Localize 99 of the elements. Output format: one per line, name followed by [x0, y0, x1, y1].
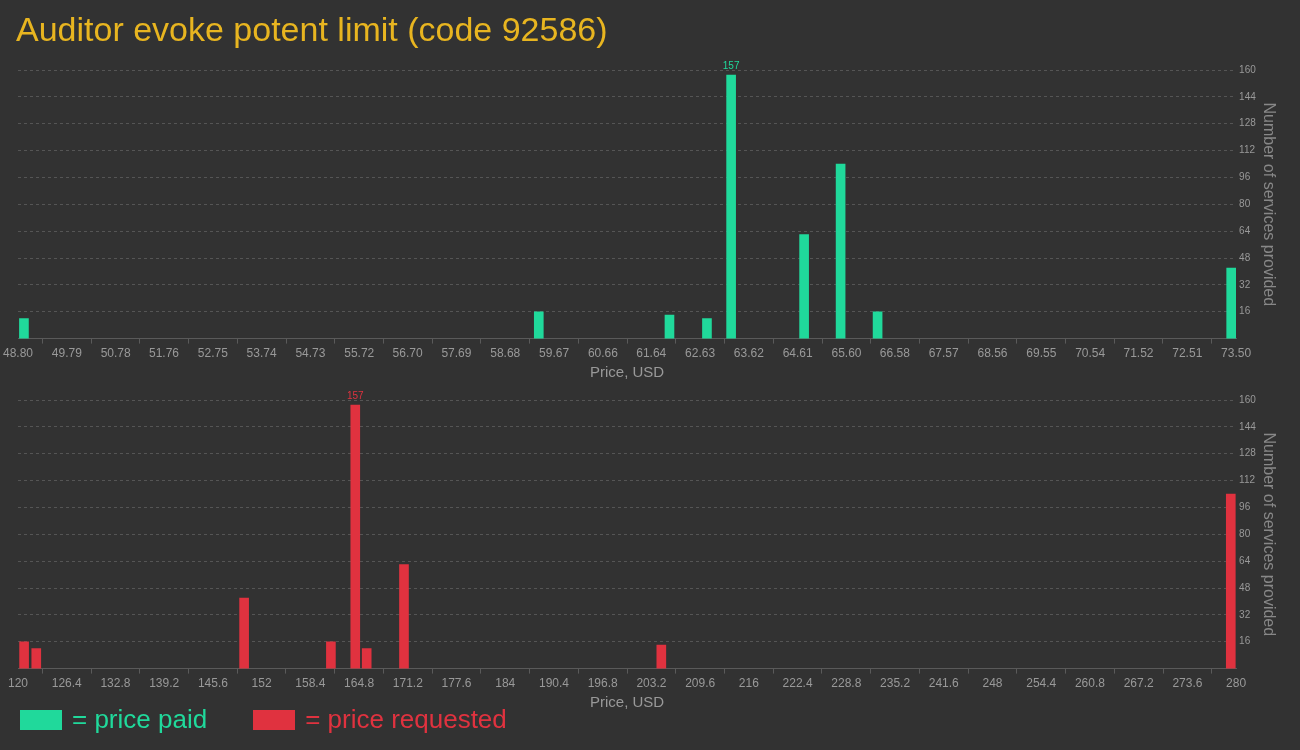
x-tick-label: 260.8 — [1074, 676, 1106, 691]
x-tick-label: 216 — [738, 676, 760, 691]
x-tick-label: 63.62 — [733, 346, 765, 361]
bar — [799, 234, 809, 339]
x-tick-label: 196.8 — [587, 676, 619, 691]
x-tick-label: 164.8 — [344, 676, 375, 691]
x-tick-label: 70.54 — [1075, 346, 1106, 361]
bar — [533, 311, 544, 339]
y-tick-label: 32 — [1239, 608, 1251, 620]
x-tick-label: 62.63 — [685, 346, 716, 361]
x-tick-label: 190.4 — [538, 676, 570, 691]
x-tick-label: 248 — [982, 676, 1003, 691]
bar — [326, 641, 336, 669]
y-axis-title: Number of services provided — [1260, 432, 1278, 637]
bar — [1226, 267, 1237, 339]
legend-label: = price paid — [72, 704, 208, 735]
x-tick-label: 64.61 — [782, 346, 814, 361]
x-tick-label: 254.4 — [1026, 676, 1057, 691]
x-tick-label: 67.57 — [928, 346, 960, 361]
y-tick-label: 48 — [1239, 251, 1251, 263]
x-tick-label: 66.58 — [879, 346, 911, 361]
x-tick-label: 132.8 — [100, 676, 131, 691]
x-tick-label: 203.2 — [636, 676, 667, 691]
y-tick-label: 128 — [1239, 447, 1257, 459]
x-axis-title: Price, USD — [589, 363, 665, 381]
y-tick-label: 16 — [1239, 635, 1251, 647]
bar — [19, 318, 29, 339]
x-tick-label: 57.69 — [441, 346, 472, 361]
y-tick-label: 112 — [1239, 474, 1256, 486]
x-tick-label: 58.68 — [490, 346, 521, 361]
x-tick-label: 60.66 — [587, 346, 619, 361]
x-tick-label: 228.8 — [831, 676, 862, 691]
y-tick-label: 112 — [1239, 144, 1256, 156]
x-tick-label: 177.6 — [441, 676, 472, 691]
y-tick-label: 96 — [1239, 171, 1251, 183]
x-axis-title: Price, USD — [589, 693, 665, 711]
bar — [835, 163, 846, 339]
y-tick-label: 128 — [1239, 117, 1257, 129]
x-tick-label: 59.67 — [539, 346, 570, 361]
x-tick-label: 209.6 — [685, 676, 716, 691]
y-tick-label: 48 — [1239, 581, 1251, 593]
bar — [19, 641, 29, 669]
x-tick-label: 273.6 — [1172, 676, 1203, 691]
x-tick-label: 158.4 — [295, 676, 326, 691]
y-tick-label: 160 — [1239, 63, 1257, 75]
x-tick-label: 126.4 — [51, 676, 83, 691]
bar — [702, 318, 712, 339]
x-tick-label: 61.64 — [636, 346, 667, 361]
x-tick-label: 48.80 — [3, 346, 34, 361]
x-tick-label: 280 — [1226, 676, 1247, 691]
y-tick-label: 96 — [1239, 501, 1251, 513]
x-tick-label: 49.79 — [51, 346, 83, 361]
x-tick-label: 235.2 — [880, 676, 911, 691]
x-tick-label: 56.70 — [392, 346, 423, 361]
y-axis-title: Number of services provided — [1260, 102, 1278, 307]
bar — [1225, 493, 1236, 669]
x-tick-label: 65.60 — [831, 346, 862, 361]
x-tick-label: 222.4 — [782, 676, 813, 691]
x-tick-label: 52.75 — [197, 346, 229, 361]
y-tick-label: 64 — [1239, 554, 1251, 566]
data-label: 157 — [722, 59, 740, 71]
y-tick-label: 144 — [1239, 420, 1257, 432]
x-tick-label: 68.56 — [977, 346, 1008, 361]
y-tick-label: 144 — [1239, 90, 1257, 102]
x-tick-label: 145.6 — [197, 676, 229, 691]
y-tick-label: 64 — [1239, 224, 1251, 236]
bar — [31, 648, 42, 669]
x-tick-label: 72.51 — [1172, 346, 1203, 361]
y-tick-label: 80 — [1239, 198, 1251, 210]
x-tick-label: 139.2 — [149, 676, 180, 691]
y-tick-label: 16 — [1239, 305, 1251, 317]
bar — [872, 311, 883, 339]
x-tick-label: 71.52 — [1123, 346, 1154, 361]
data-label: 157 — [346, 389, 365, 401]
bar — [350, 404, 361, 669]
x-tick-label: 69.55 — [1026, 346, 1057, 361]
x-tick-label: 152 — [251, 676, 272, 691]
x-tick-label: 53.74 — [246, 346, 277, 361]
bar — [361, 648, 372, 669]
x-tick-label: 267.2 — [1123, 676, 1155, 691]
bar — [726, 74, 736, 339]
bar — [656, 644, 667, 669]
bar — [664, 314, 675, 339]
x-tick-label: 51.76 — [148, 346, 180, 361]
bar — [239, 597, 249, 669]
y-tick-label: 160 — [1239, 393, 1257, 405]
x-tick-label: 73.50 — [1221, 346, 1252, 361]
x-tick-label: 120 — [7, 676, 29, 691]
x-tick-label: 50.78 — [100, 346, 131, 361]
chart-title: Auditor evoke potent limit (code 92586) — [16, 10, 608, 49]
x-tick-label: 184 — [495, 676, 516, 691]
bar — [399, 564, 409, 669]
x-tick-label: 54.73 — [295, 346, 326, 361]
y-tick-label: 80 — [1239, 528, 1251, 540]
legend-label: = price requested — [305, 704, 507, 735]
x-tick-label: 171.2 — [392, 676, 424, 691]
y-tick-label: 32 — [1239, 278, 1251, 290]
x-tick-label: 55.72 — [344, 346, 375, 361]
x-tick-label: 241.6 — [928, 676, 960, 691]
